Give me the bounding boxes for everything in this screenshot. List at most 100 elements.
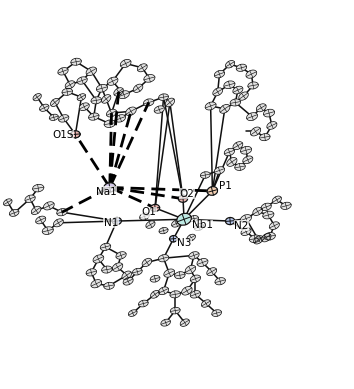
Ellipse shape (241, 215, 251, 222)
Ellipse shape (213, 88, 223, 96)
Ellipse shape (191, 275, 200, 282)
Ellipse shape (63, 89, 72, 95)
Ellipse shape (172, 221, 180, 226)
Ellipse shape (212, 310, 222, 317)
Ellipse shape (65, 81, 75, 89)
Ellipse shape (240, 146, 252, 154)
Ellipse shape (189, 216, 199, 222)
Ellipse shape (269, 222, 279, 230)
Ellipse shape (78, 77, 86, 84)
Ellipse shape (281, 203, 291, 209)
Ellipse shape (187, 234, 195, 241)
Ellipse shape (190, 252, 198, 259)
Ellipse shape (113, 263, 122, 271)
Ellipse shape (77, 94, 86, 101)
Ellipse shape (197, 259, 208, 266)
Ellipse shape (78, 94, 85, 100)
Ellipse shape (201, 300, 211, 307)
Ellipse shape (234, 87, 242, 93)
Ellipse shape (121, 60, 130, 67)
Ellipse shape (241, 228, 251, 235)
Ellipse shape (225, 61, 235, 68)
Ellipse shape (143, 99, 154, 106)
Ellipse shape (57, 209, 67, 216)
Ellipse shape (146, 221, 155, 228)
Ellipse shape (256, 104, 266, 112)
Ellipse shape (101, 244, 110, 250)
Ellipse shape (159, 94, 169, 100)
Ellipse shape (239, 92, 249, 100)
Ellipse shape (71, 58, 81, 65)
Ellipse shape (10, 210, 18, 216)
Text: N3: N3 (177, 238, 192, 248)
Ellipse shape (115, 88, 122, 95)
Ellipse shape (243, 156, 253, 164)
Ellipse shape (143, 259, 151, 266)
Ellipse shape (93, 255, 104, 263)
Ellipse shape (141, 214, 148, 219)
Ellipse shape (104, 283, 114, 289)
Ellipse shape (159, 95, 168, 100)
Ellipse shape (117, 252, 125, 259)
Ellipse shape (159, 228, 168, 234)
Ellipse shape (215, 70, 224, 78)
Ellipse shape (202, 300, 210, 307)
Ellipse shape (133, 269, 142, 275)
Ellipse shape (123, 277, 133, 285)
Ellipse shape (4, 199, 12, 206)
Ellipse shape (150, 275, 160, 282)
Ellipse shape (126, 107, 136, 116)
Ellipse shape (59, 115, 68, 121)
Ellipse shape (170, 291, 181, 298)
Ellipse shape (179, 196, 187, 202)
Ellipse shape (33, 184, 44, 192)
Ellipse shape (36, 216, 46, 224)
Ellipse shape (115, 115, 125, 122)
Ellipse shape (122, 271, 132, 279)
Ellipse shape (139, 301, 148, 307)
Ellipse shape (249, 82, 258, 88)
Ellipse shape (253, 236, 263, 244)
Ellipse shape (107, 77, 118, 85)
Ellipse shape (206, 103, 215, 109)
Ellipse shape (116, 115, 125, 121)
Ellipse shape (207, 268, 217, 276)
Ellipse shape (112, 263, 123, 272)
Ellipse shape (226, 61, 234, 67)
Ellipse shape (182, 287, 192, 295)
Ellipse shape (107, 109, 116, 117)
Ellipse shape (175, 272, 185, 279)
Ellipse shape (270, 223, 279, 229)
Ellipse shape (235, 163, 245, 170)
Ellipse shape (102, 95, 110, 103)
Ellipse shape (265, 233, 274, 240)
Ellipse shape (102, 266, 112, 273)
Ellipse shape (177, 214, 191, 225)
Ellipse shape (86, 67, 97, 75)
Ellipse shape (216, 278, 225, 284)
Ellipse shape (32, 207, 40, 214)
Ellipse shape (264, 233, 275, 240)
Ellipse shape (207, 187, 218, 195)
Ellipse shape (241, 215, 251, 223)
Ellipse shape (164, 269, 175, 277)
Ellipse shape (246, 70, 257, 78)
Ellipse shape (44, 202, 53, 209)
Ellipse shape (59, 115, 69, 122)
Ellipse shape (96, 84, 108, 92)
Ellipse shape (105, 121, 114, 127)
Ellipse shape (262, 234, 270, 241)
Ellipse shape (215, 167, 224, 173)
Ellipse shape (268, 122, 276, 129)
Ellipse shape (79, 103, 89, 110)
Ellipse shape (91, 280, 102, 288)
Ellipse shape (253, 208, 262, 215)
Ellipse shape (89, 114, 98, 120)
Ellipse shape (207, 268, 216, 275)
Ellipse shape (160, 228, 167, 233)
Ellipse shape (159, 255, 168, 261)
Ellipse shape (91, 97, 102, 104)
Ellipse shape (261, 203, 271, 210)
Ellipse shape (138, 300, 148, 307)
Ellipse shape (250, 236, 259, 242)
